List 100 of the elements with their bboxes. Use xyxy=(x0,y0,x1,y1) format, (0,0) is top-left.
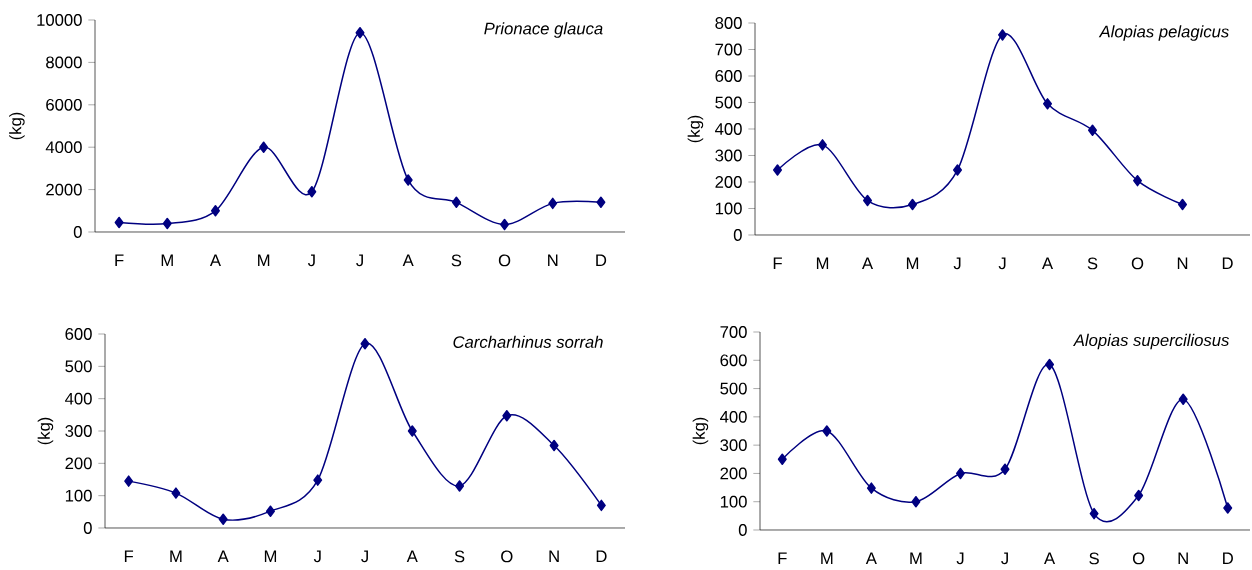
x-tick-label: O xyxy=(1131,257,1144,270)
y-tick-label: 0 xyxy=(738,524,747,536)
point xyxy=(1088,124,1098,137)
y-tick-label: 100 xyxy=(65,489,92,502)
point xyxy=(1223,502,1233,514)
point xyxy=(114,216,124,229)
x-tick-label: N xyxy=(1177,257,1188,270)
point xyxy=(403,174,413,186)
chart-title: Alopias pelagicus xyxy=(1098,25,1229,41)
point xyxy=(265,505,275,517)
y-tick-label: 600 xyxy=(715,70,742,82)
y-tick-label: 300 xyxy=(65,425,92,437)
point xyxy=(451,196,461,209)
y-axis-title: (kg) xyxy=(9,112,25,140)
point xyxy=(1089,507,1099,520)
point xyxy=(1133,174,1143,187)
x-tick-label: M xyxy=(170,550,182,563)
point xyxy=(355,27,365,39)
chart-title: Prionace glauca xyxy=(484,22,603,38)
y-tick-label: 200 xyxy=(720,467,747,480)
y-tick-label: 100 xyxy=(720,495,747,508)
y-axis-title: (kg) xyxy=(692,417,709,445)
x-tick-label: J xyxy=(953,257,961,270)
x-tick-label: S xyxy=(1089,552,1099,565)
y-tick-label: 200 xyxy=(65,457,92,470)
x-tick-label: J xyxy=(1001,552,1008,565)
x-tick-label: N xyxy=(549,550,559,563)
x-tick-label: S xyxy=(454,550,465,563)
x-tick-label: F xyxy=(773,257,782,270)
y-tick-label: 700 xyxy=(720,326,747,338)
y-tick-label: 300 xyxy=(715,149,742,162)
point xyxy=(171,487,181,499)
y-tick-label: 200 xyxy=(715,176,742,188)
x-tick-label: S xyxy=(451,254,462,267)
x-tick-label: N xyxy=(548,254,558,267)
y-tick-label: 400 xyxy=(65,392,92,405)
point xyxy=(1178,393,1188,406)
y-axis-title: (kg) xyxy=(37,417,54,445)
x-tick-label: F xyxy=(124,550,134,563)
point xyxy=(502,410,512,422)
y-tick-label: 8000 xyxy=(46,56,82,69)
point xyxy=(210,205,220,217)
x-tick-label: A xyxy=(865,552,877,565)
y-tick-label: 300 xyxy=(720,439,747,452)
x-tick-label: F xyxy=(115,254,124,267)
point xyxy=(455,480,465,492)
x-tick-label: S xyxy=(1087,257,1098,270)
x-tick-label: D xyxy=(1223,552,1233,565)
point xyxy=(596,499,606,512)
point xyxy=(953,164,963,176)
x-tick-label: A xyxy=(217,550,229,563)
y-tick-label: 500 xyxy=(715,96,742,109)
x-tick-label: A xyxy=(1044,552,1056,565)
x-tick-label: N xyxy=(1178,552,1188,565)
x-tick-label: A xyxy=(861,257,874,270)
chart-title: Carcharhinus sorrah xyxy=(453,335,603,348)
y-tick-label: 100 xyxy=(715,202,742,215)
x-tick-label: J xyxy=(998,257,1006,270)
x-tick-label: J xyxy=(307,254,315,267)
point xyxy=(218,513,228,526)
y-axis-title: (kg) xyxy=(687,115,704,143)
x-tick-label: J xyxy=(956,552,964,565)
x-tick-label: M xyxy=(161,254,173,267)
x-tick-label: D xyxy=(596,254,607,267)
x-tick-label: O xyxy=(1132,552,1145,565)
point xyxy=(596,196,606,209)
point xyxy=(908,198,918,211)
x-tick-label: O xyxy=(498,254,511,267)
y-tick-label: 0 xyxy=(83,522,92,534)
point xyxy=(1043,98,1053,110)
x-tick-label: M xyxy=(264,550,277,563)
y-tick-label: 2000 xyxy=(46,183,82,196)
point xyxy=(313,474,323,486)
y-tick-label: 6000 xyxy=(46,98,82,111)
x-tick-label: J xyxy=(313,550,321,563)
y-tick-label: 0 xyxy=(733,229,742,241)
point xyxy=(259,141,269,153)
point xyxy=(866,482,876,494)
y-tick-label: 500 xyxy=(720,382,747,395)
x-tick-label: D xyxy=(596,550,607,563)
y-tick-label: 500 xyxy=(65,360,92,373)
x-tick-label: J xyxy=(361,550,368,563)
point xyxy=(777,453,787,466)
y-tick-label: 4000 xyxy=(45,141,82,154)
point xyxy=(1134,489,1144,502)
x-tick-label: O xyxy=(501,550,513,563)
x-tick-label: A xyxy=(209,254,221,267)
y-tick-label: 800 xyxy=(715,17,742,29)
point xyxy=(911,496,921,508)
x-tick-label: A xyxy=(1041,257,1054,270)
x-tick-label: M xyxy=(258,254,270,267)
x-tick-label: M xyxy=(910,552,922,565)
x-tick-label: D xyxy=(1222,257,1233,270)
point xyxy=(863,194,873,207)
x-tick-label: J xyxy=(356,254,363,267)
point xyxy=(549,439,559,452)
x-tick-label: M xyxy=(816,257,829,270)
y-tick-label: 700 xyxy=(715,43,742,56)
point xyxy=(773,164,783,176)
point xyxy=(822,425,832,437)
